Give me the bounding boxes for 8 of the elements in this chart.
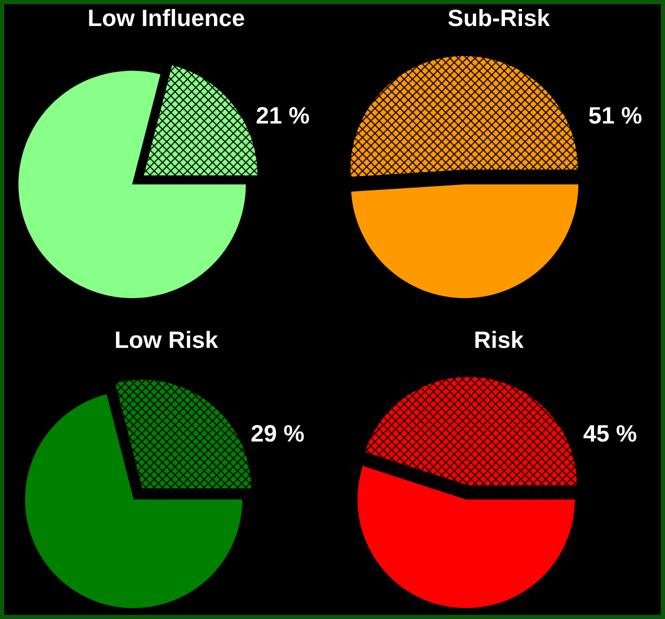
data-label: 21 % bbox=[256, 107, 310, 124]
chart-title: Risk bbox=[475, 330, 524, 348]
data-label: 29 % bbox=[251, 425, 304, 442]
chart-title: Low Influence bbox=[89, 8, 244, 26]
chart-title: Sub-Risk bbox=[448, 8, 550, 26]
data-label: 51 % bbox=[589, 107, 642, 124]
data-label: 45 % bbox=[584, 425, 636, 442]
chart-title: Low Risk bbox=[116, 330, 218, 348]
